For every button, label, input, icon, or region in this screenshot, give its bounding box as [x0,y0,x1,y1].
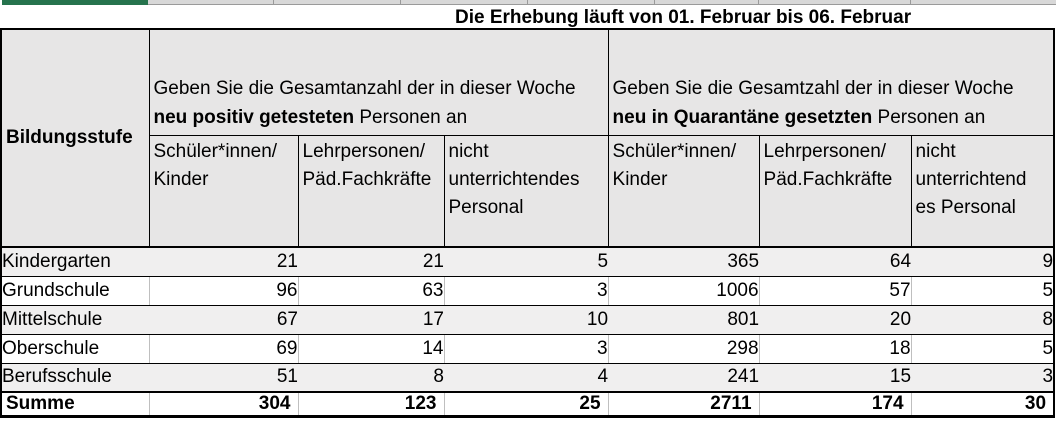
table-row-kindergarten: Kindergarten 21 21 5 365 64 9 [1,247,1055,277]
table-row-berufsschule: Berufsschule 51 8 4 241 15 3 [1,363,1055,393]
group-header-positive-tested[interactable]: Geben Sie die Gesamtanzahl der in dieser… [148,28,609,136]
cell-value[interactable]: 801 [608,305,760,335]
grid-tick [273,0,274,4]
cell-value[interactable]: 1006 [607,276,760,306]
total-value[interactable]: 304 [148,391,298,418]
row-label[interactable]: Berufsschule [1,363,149,393]
total-value[interactable]: 2711 [607,391,760,418]
cell-value[interactable]: 10 [444,305,609,335]
grid-tick [654,0,655,4]
total-row: Summe 304 123 25 2711 174 30 [1,391,1055,418]
cell-value[interactable]: 5 [910,334,1055,364]
grid-tick [758,0,759,4]
cell-value[interactable]: 21 [149,247,298,277]
cell-value[interactable]: 8 [298,363,444,393]
group-header-quarantine[interactable]: Geben Sie die Gesamtzahl der in dieser W… [607,28,1055,136]
cell-value[interactable]: 3 [911,363,1055,393]
total-value[interactable]: 123 [297,391,444,418]
cell-value[interactable]: 5 [444,247,609,277]
subheader-teachers-positive[interactable]: Lehrpersonen/ Päd.Fachkräfte [297,134,445,248]
cell-value[interactable]: 17 [298,305,444,335]
cell-value[interactable]: 96 [148,276,298,306]
cell-value[interactable]: 21 [298,247,444,277]
cell-value[interactable]: 20 [759,305,912,335]
cell-value[interactable]: 69 [148,334,298,364]
grid-tick [910,0,911,4]
cell-value[interactable]: 57 [758,276,912,306]
survey-period-title[interactable]: Die Erhebung läuft von 01. Februar bis 0… [455,7,912,28]
group-header-line2: neu positiv getesteten Personen an [153,106,468,128]
row-label[interactable]: Kindergarten [1,247,149,277]
cell-value[interactable]: 5 [910,276,1055,306]
total-value[interactable]: 30 [910,391,1055,418]
total-value[interactable]: 25 [443,391,609,418]
table-row-mittelschule: Mittelschule 67 17 10 801 20 8 [1,305,1055,335]
cell-value[interactable]: 67 [149,305,298,335]
cell-value[interactable]: 63 [297,276,444,306]
title-row: Die Erhebung läuft von 01. Februar bis 0… [0,5,1056,28]
cell-value[interactable]: 8 [911,305,1055,335]
row-label[interactable]: Oberschule [1,334,149,364]
cell-value[interactable]: 51 [149,363,298,393]
subheader-teachers-quarantine[interactable]: Lehrpersonen/ Päd.Fachkräfte [758,134,912,248]
sheet-top-strip [0,0,1056,5]
cell-value[interactable]: 64 [759,247,912,277]
group-header-line1: Geben Sie die Gesamtanzahl der in dieser… [153,77,576,99]
subheader-nonteaching-quarantine[interactable]: nicht unterrichtend es Personal [910,134,1055,248]
subheader-nonteaching-positive[interactable]: nicht unterrichtendes Personal [443,134,609,248]
total-value[interactable]: 174 [758,391,912,418]
grid-tick [527,0,528,4]
row-label[interactable]: Mittelschule [1,305,149,335]
gridline-strip [148,0,1056,5]
subheader-students-positive[interactable]: Schüler*innen/ Kinder [148,134,299,248]
total-label[interactable]: Summe [1,391,149,418]
cell-value[interactable]: 298 [607,334,760,364]
cell-value[interactable]: 15 [759,363,912,393]
group-header-line1: Geben Sie die Gesamtzahl der in dieser W… [612,77,1014,99]
cell-value[interactable]: 18 [758,334,912,364]
green-accent-bar [2,0,148,5]
corner-header-bildungsstufe[interactable]: Bildungsstufe [0,28,150,248]
data-table: Bildungsstufe Geben Sie die Gesamtanzahl… [0,28,1056,418]
cell-value[interactable]: 3 [443,334,609,364]
subheader-row: Schüler*innen/ Kinder Lehrpersonen/ Päd.… [1,134,1055,248]
subheader-students-quarantine[interactable]: Schüler*innen/ Kinder [607,134,760,248]
table-row-oberschule: Oberschule 69 14 3 298 18 5 [1,334,1055,364]
cell-value[interactable]: 9 [911,247,1055,277]
grid-tick [400,0,401,4]
cell-value[interactable]: 3 [443,276,609,306]
cell-value[interactable]: 4 [444,363,609,393]
table-row-grundschule: Grundschule 96 63 3 1006 57 5 [1,276,1055,306]
row-label[interactable]: Grundschule [1,276,149,306]
group-header-line2: neu in Quarantäne gesetzten Personen an [612,106,986,128]
cell-value[interactable]: 14 [297,334,444,364]
cell-value[interactable]: 241 [608,363,760,393]
group-header-row: Bildungsstufe Geben Sie die Gesamtanzahl… [0,28,1055,248]
cell-value[interactable]: 365 [608,247,760,277]
